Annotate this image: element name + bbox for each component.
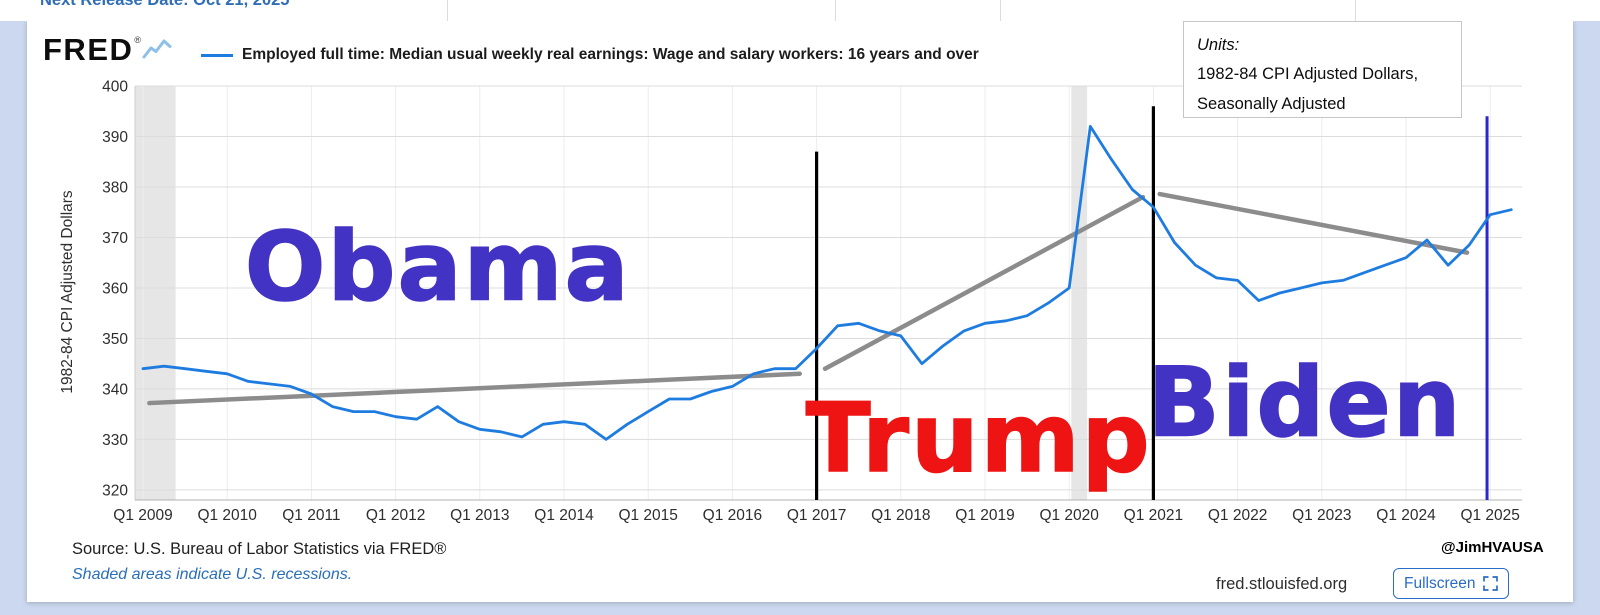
- units-box: Units: 1982-84 CPI Adjusted Dollars, Sea…: [1183, 21, 1462, 118]
- legend: Employed full time: Median usual weekly …: [201, 46, 979, 64]
- legend-line-swatch: [201, 53, 233, 57]
- legend-label: Employed full time: Median usual weekly …: [242, 46, 979, 63]
- table-cell-divider: [835, 0, 836, 21]
- fred-logo-chart-icon: [142, 39, 172, 59]
- table-cell-divider: [1000, 0, 1001, 21]
- y-axis-title: 1982-84 CPI Adjusted Dollars: [59, 190, 76, 394]
- recession-note-link[interactable]: Shaded areas indicate U.S. recessions.: [72, 566, 353, 583]
- expand-corners-icon: [1482, 576, 1498, 591]
- fullscreen-label: Fullscreen: [1404, 574, 1476, 592]
- units-line2: Seasonally Adjusted: [1197, 94, 1346, 113]
- units-title: Units:: [1197, 36, 1240, 54]
- next-release-date: Next Release Date: Oct 21, 2025: [40, 0, 290, 9]
- source-attribution: Source: U.S. Bureau of Labor Statistics …: [72, 540, 447, 558]
- fullscreen-button[interactable]: Fullscreen: [1393, 568, 1509, 599]
- table-cell-divider: [447, 0, 448, 21]
- fred-logo: FRED ®: [43, 34, 172, 65]
- fred-logo-text: FRED: [43, 32, 134, 67]
- registered-mark: ®: [134, 35, 142, 45]
- table-cell-divider: [1355, 0, 1356, 21]
- twitter-handle: @JimHVAUSA: [1441, 539, 1544, 556]
- top-table-row: Next Release Date: Oct 21, 2025: [0, 0, 1600, 21]
- fred-site-url: fred.stlouisfed.org: [1216, 575, 1348, 593]
- units-line1: 1982-84 CPI Adjusted Dollars,: [1197, 65, 1419, 84]
